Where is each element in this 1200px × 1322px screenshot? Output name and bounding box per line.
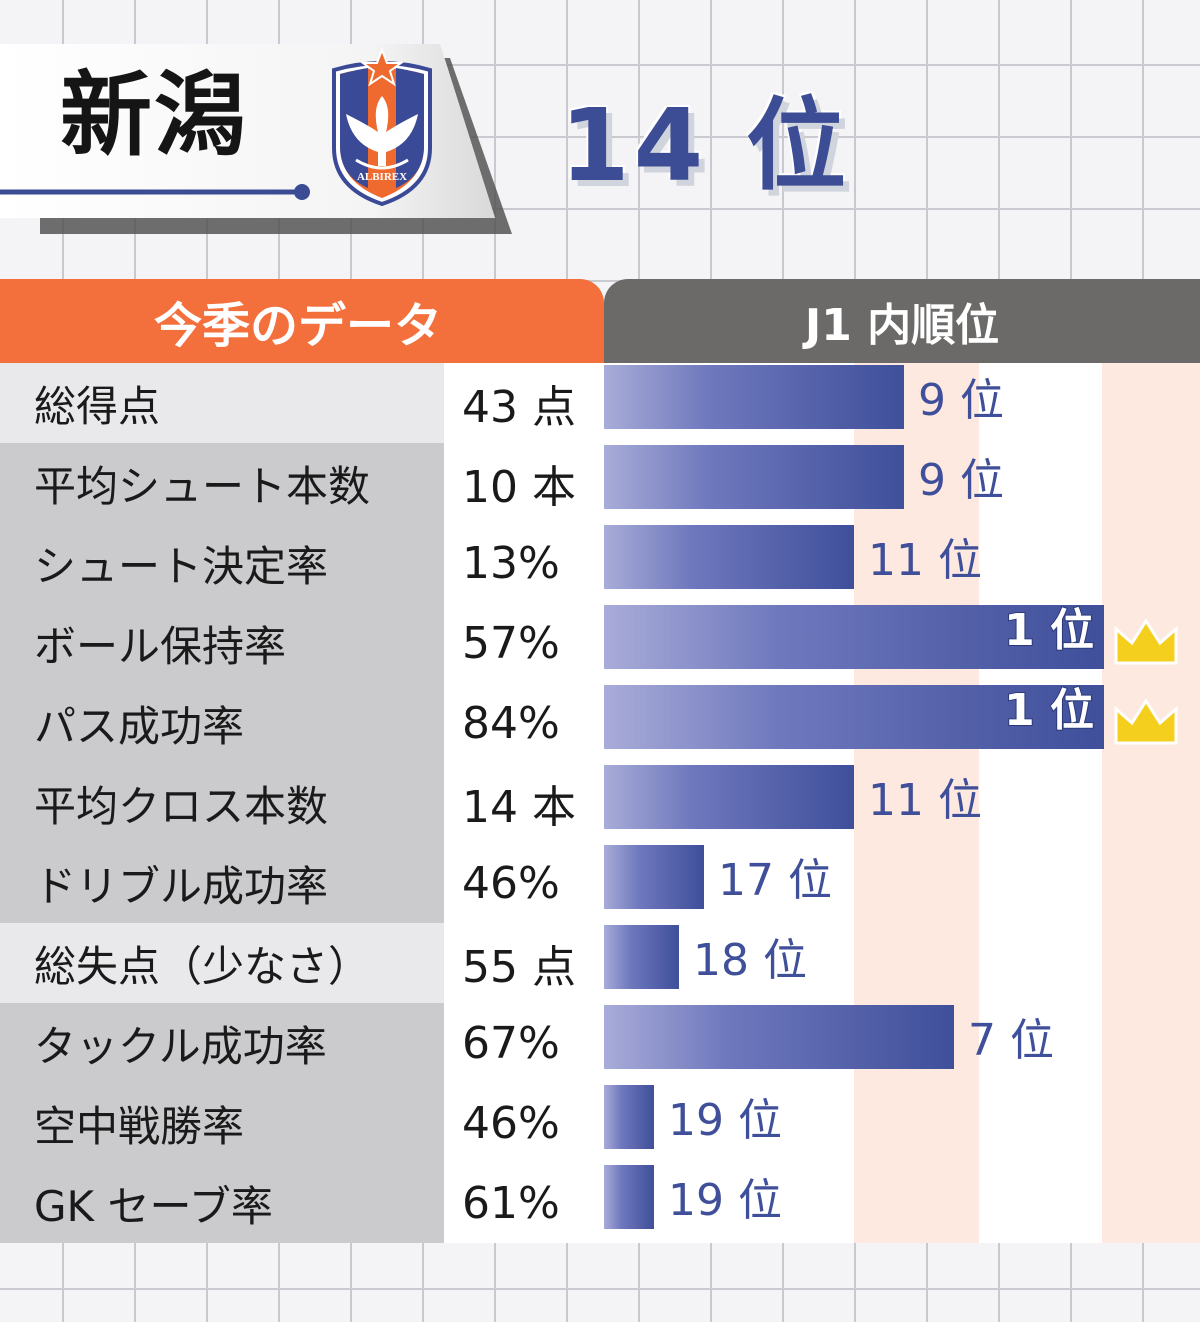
rank-bar: [604, 1165, 654, 1229]
crest-text: ALBIREX: [357, 171, 407, 183]
stat-label: 平均クロス本数: [34, 781, 329, 831]
table-row: 総得点 43 点: [0, 363, 604, 443]
stat-label: 平均シュート本数: [34, 461, 371, 511]
stat-value: 13%: [462, 537, 560, 589]
table-row: 平均シュート本数 10 本: [0, 443, 604, 523]
j1-rank-header-label: J1 内順位: [804, 300, 1000, 351]
rank-bar: [604, 1085, 654, 1149]
rank-label: 17 位: [718, 855, 832, 906]
stat-value: 61%: [462, 1177, 560, 1229]
overall-rank: 14 位: [560, 87, 850, 204]
rank-bar: [604, 685, 1104, 749]
stat-value: 46%: [462, 1097, 560, 1149]
stat-label: パス成功率: [34, 701, 245, 751]
table-row: 総失点（少なさ） 55 点: [0, 923, 604, 1003]
stat-value: 55 点: [462, 942, 576, 993]
rank-label: 11 位: [868, 535, 982, 586]
stat-label: ボール保持率: [34, 621, 287, 671]
rank-bar: [604, 365, 904, 429]
table-row: 平均クロス本数 14 本: [0, 763, 604, 843]
season-data-header-label: 今季のデータ: [153, 298, 442, 354]
label-column-bg: [0, 363, 444, 1243]
rank-label: 18 位: [693, 935, 807, 986]
rank-label: 19 位: [668, 1095, 782, 1146]
table-row: GK セーブ率 61%: [0, 1163, 604, 1243]
team-name: 新潟: [60, 62, 249, 169]
rank-label: 7 位: [968, 1015, 1054, 1066]
season-data-header: 今季のデータ: [0, 279, 604, 363]
table-row: ボール保持率 57%: [0, 603, 604, 683]
stat-label: ドリブル成功率: [34, 861, 329, 911]
rank-label: 19 位: [668, 1175, 782, 1226]
rank-label: 9 位: [918, 455, 1004, 506]
value-column-bg: [444, 363, 604, 1243]
stat-value: 57%: [462, 617, 560, 669]
rank-label: 9 位: [918, 375, 1004, 426]
rank-bar: [604, 765, 854, 829]
chart-bg-white: [979, 363, 1102, 1243]
chart-bg-stripe: [1102, 363, 1200, 1243]
stat-value: 14 本: [462, 782, 576, 833]
rank-label: 11 位: [868, 775, 982, 826]
rank-bar: [604, 925, 679, 989]
stat-label: GK セーブ率: [34, 1181, 273, 1231]
stat-value: 46%: [462, 857, 560, 909]
rank-label: 1 位: [1004, 685, 1094, 736]
stat-label: 総失点（少なさ）: [0, 923, 444, 1003]
stat-label: 総得点: [0, 363, 444, 443]
table-row: 空中戦勝率 46%: [0, 1083, 604, 1163]
table-row: ドリブル成功率 46%: [0, 843, 604, 923]
table-row: シュート決定率 13%: [0, 523, 604, 603]
albirex-crest-logo: ALBIREX: [332, 48, 432, 207]
crown-icon: [1114, 698, 1178, 745]
stat-label: 空中戦勝率: [34, 1101, 245, 1151]
stat-value: 10 本: [462, 462, 576, 513]
rank-bar: [604, 605, 1104, 669]
rank-bar: [604, 445, 904, 509]
stat-value: 67%: [462, 1017, 560, 1069]
rank-bar: [604, 845, 704, 909]
rank-bar: [604, 525, 854, 589]
stat-value: 84%: [462, 697, 560, 749]
chart-bg-stripe: [854, 363, 979, 1243]
stat-label: シュート決定率: [34, 541, 329, 591]
table-row: タックル成功率 67%: [0, 1003, 604, 1083]
stat-label: タックル成功率: [34, 1021, 327, 1071]
table-row: パス成功率 84%: [0, 683, 604, 763]
j1-rank-header: J1 内順位: [604, 279, 1200, 363]
stat-value: 43 点: [462, 382, 576, 433]
rank-label: 1 位: [1004, 605, 1094, 656]
rank-bar-chart: 9 位 9 位 11 位 1 位 1 位 11 位 17 位 18 位 7 位 19 位 19 位: [604, 363, 1200, 1243]
crown-icon: [1114, 618, 1178, 665]
rank-bar: [604, 1005, 954, 1069]
